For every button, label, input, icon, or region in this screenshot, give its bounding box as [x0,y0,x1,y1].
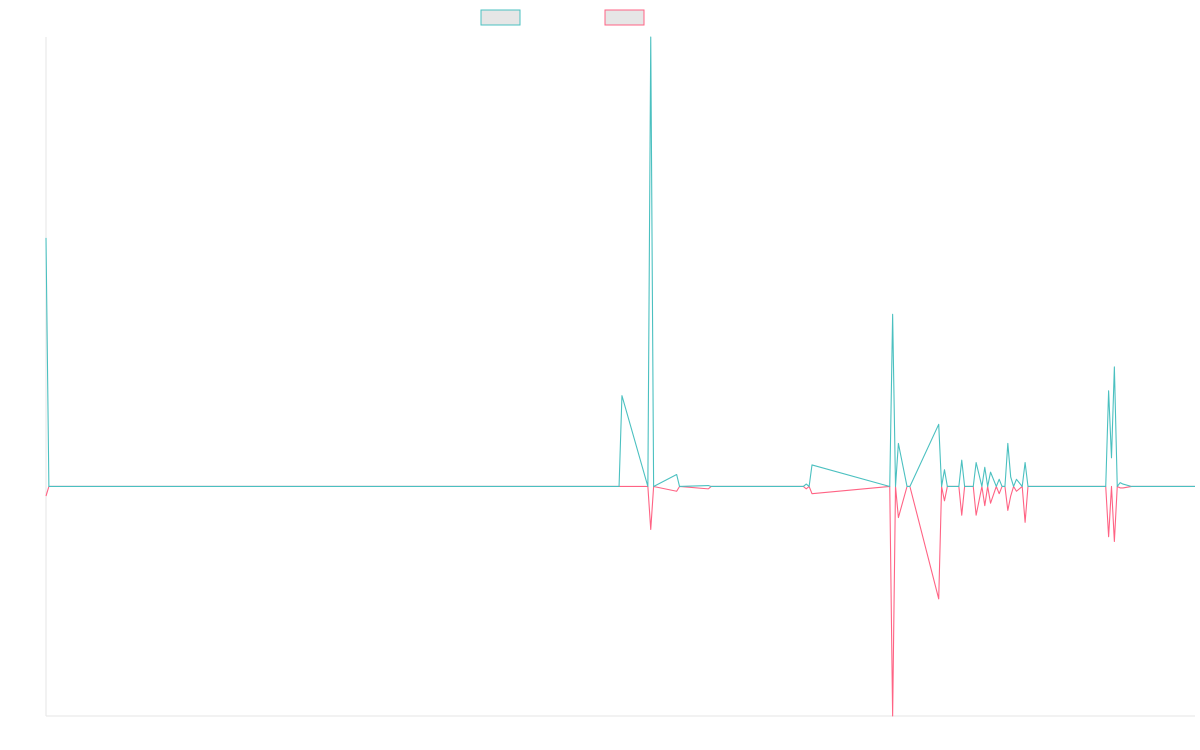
axes [45,37,1195,717]
legend-swatch-series-2 [604,9,645,26]
series-line-2 [45,485,1195,717]
plot-area [45,36,1195,717]
series-line-1 [45,36,1195,488]
legend-swatch-series-1 [480,9,521,26]
legend [480,9,645,26]
